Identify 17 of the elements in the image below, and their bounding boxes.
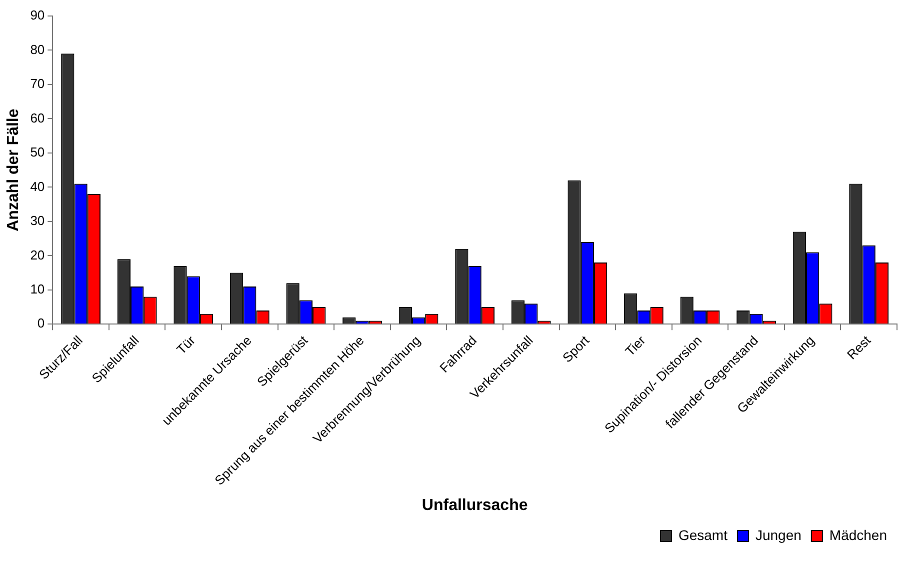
y-tick-label: 10 — [30, 282, 45, 296]
legend-label: Jungen — [755, 526, 802, 543]
y-tick-label: 50 — [30, 144, 45, 160]
x-tick-label: Tür — [174, 332, 199, 358]
y-tick-label: 80 — [30, 42, 45, 57]
x-tick-label: Tier — [622, 332, 649, 359]
legend-label: Gesamt — [678, 526, 728, 543]
y-tick-label: 70 — [30, 76, 45, 92]
y-tick-label: 20 — [30, 247, 45, 262]
y-tick-label: 30 — [30, 213, 45, 228]
y-tick-label: 40 — [30, 178, 45, 194]
y-axis-title: Anzahl der Fälle — [5, 108, 22, 232]
legend-label: Mädchen — [829, 526, 887, 543]
x-axis-title: Unfallursache — [422, 496, 528, 514]
y-tick-label: 60 — [30, 110, 45, 126]
y-tick-label: 90 — [30, 8, 45, 23]
y-tick-label: 0 — [37, 316, 45, 331]
